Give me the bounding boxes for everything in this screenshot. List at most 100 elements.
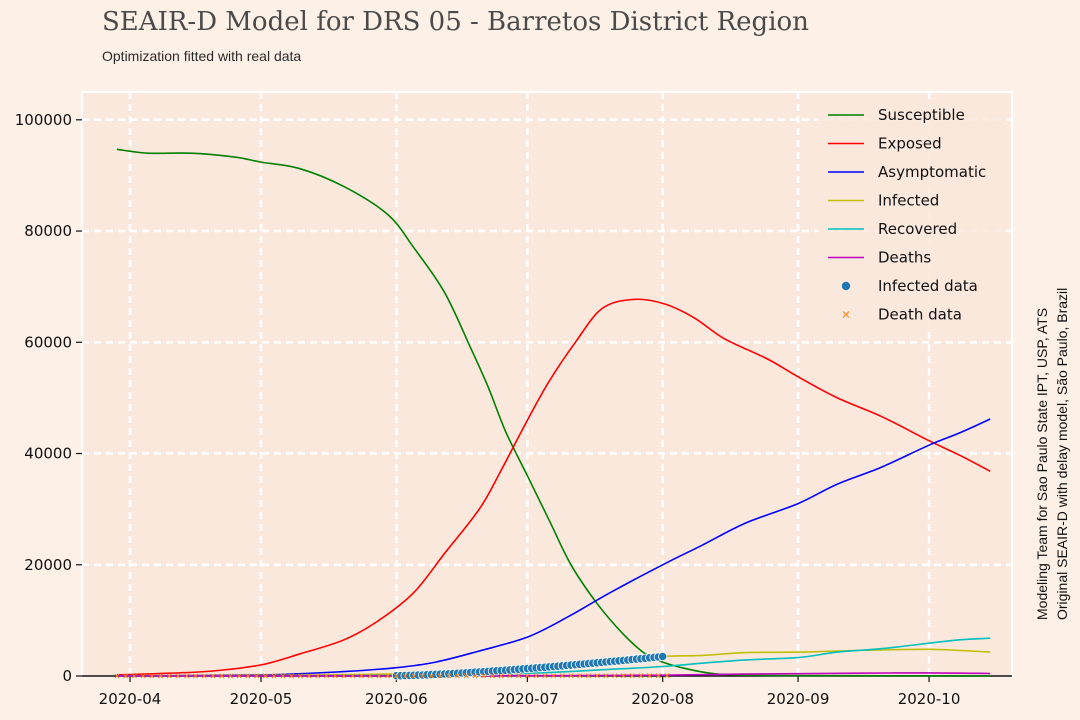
point-infected-data xyxy=(658,651,668,662)
point-death-data xyxy=(114,673,120,679)
point-death-data xyxy=(568,673,574,679)
legend-label: Asymptomatic xyxy=(878,163,986,181)
point-death-data xyxy=(420,673,426,679)
legend-box xyxy=(818,100,1006,330)
series-susceptible xyxy=(116,148,991,677)
point-death-data xyxy=(158,673,164,679)
point-death-data xyxy=(219,673,225,679)
point-death-data xyxy=(620,673,626,679)
series-infected-data xyxy=(391,651,668,681)
point-death-data xyxy=(367,673,373,679)
legend-item-deaths: Deaths xyxy=(828,249,931,267)
legend-item-death-data: Death data xyxy=(842,306,962,324)
point-death-data xyxy=(402,673,408,679)
point-death-data xyxy=(123,673,129,679)
point-death-data xyxy=(612,673,618,679)
point-death-data xyxy=(559,673,565,679)
point-death-data xyxy=(437,673,443,679)
y-tick-label: 100000 xyxy=(15,111,72,129)
point-death-data xyxy=(385,673,391,679)
point-death-data xyxy=(446,673,452,679)
point-death-data xyxy=(193,673,199,679)
point-death-data xyxy=(131,673,137,679)
point-death-data xyxy=(411,673,417,679)
point-death-data xyxy=(594,673,600,679)
point-death-data xyxy=(175,673,181,679)
point-death-data xyxy=(280,673,286,679)
point-death-data xyxy=(315,673,321,679)
legend-label: Recovered xyxy=(878,220,957,238)
chart-title: SEAIR-D Model for DRS 05 - Barretos Dist… xyxy=(102,7,809,37)
legend-swatch xyxy=(842,311,850,318)
legend-item-infected-data: Infected data xyxy=(841,277,978,295)
point-death-data xyxy=(166,673,172,679)
line-asymptomatic xyxy=(116,418,991,677)
point-death-data xyxy=(184,673,190,679)
point-death-data xyxy=(227,673,233,679)
point-death-data xyxy=(254,673,260,679)
legend-item-exposed: Exposed xyxy=(828,135,942,153)
legend-label: Deaths xyxy=(878,249,931,267)
point-death-data xyxy=(664,673,670,679)
point-death-data xyxy=(463,673,469,679)
legend-item-infected: Infected xyxy=(828,192,939,210)
x-tick-label: 2020-07 xyxy=(496,690,559,708)
point-death-data xyxy=(551,673,557,679)
legend-item-susceptible: Susceptible xyxy=(828,106,965,124)
point-death-data xyxy=(472,673,478,679)
point-death-data xyxy=(489,673,495,679)
point-death-data xyxy=(289,673,295,679)
point-death-data xyxy=(428,673,434,679)
point-death-data xyxy=(210,673,216,679)
point-death-data xyxy=(271,673,277,679)
x-tick-label: 2020-06 xyxy=(365,690,428,708)
point-death-data xyxy=(358,673,364,679)
point-death-data xyxy=(341,673,347,679)
legend-label: Infected data xyxy=(878,277,978,295)
point-death-data xyxy=(533,673,539,679)
point-death-data xyxy=(524,673,530,679)
y-tick-label: 20000 xyxy=(24,556,72,574)
legend-label: Death data xyxy=(878,306,962,324)
x-tick-label: 2020-05 xyxy=(230,690,293,708)
x-tick-label: 2020-10 xyxy=(898,690,961,708)
x-tick-label: 2020-08 xyxy=(631,690,694,708)
point-death-data xyxy=(332,673,338,679)
point-death-data xyxy=(516,673,522,679)
point-death-data xyxy=(393,673,399,679)
y-tick-label: 40000 xyxy=(24,445,72,463)
line-exposed xyxy=(116,298,991,676)
point-death-data xyxy=(262,673,268,679)
series-death-data xyxy=(114,673,670,679)
legend: Susceptible Exposed Asymptomatic Infected Re… xyxy=(818,100,1006,330)
legend-swatch xyxy=(841,281,851,291)
point-death-data xyxy=(306,673,312,679)
legend-label: Susceptible xyxy=(878,106,965,124)
point-death-data xyxy=(647,673,653,679)
point-death-data xyxy=(236,673,242,679)
point-death-data xyxy=(376,673,382,679)
point-death-data xyxy=(629,673,635,679)
point-death-data xyxy=(585,673,591,679)
legend-item-recovered: Recovered xyxy=(828,220,957,238)
point-death-data xyxy=(542,673,548,679)
point-death-data xyxy=(577,673,583,679)
x-tick-label: 2020-04 xyxy=(99,690,162,708)
point-death-data xyxy=(655,673,661,679)
y-tick-label: 0 xyxy=(62,667,72,685)
point-death-data xyxy=(454,673,461,679)
side-note-line-2: Original SEAIR-D with delay model, São P… xyxy=(1054,288,1070,620)
y-tick-label: 60000 xyxy=(24,333,72,351)
line-susceptible xyxy=(116,148,991,677)
y-tick-label: 80000 xyxy=(24,222,72,240)
chart-subtitle: Optimization fitted with real data xyxy=(102,48,301,64)
side-note-line-1: Modeling Team for Sao Paulo State IPT, U… xyxy=(1034,308,1050,620)
series-asymptomatic xyxy=(116,418,991,677)
legend-label: Infected xyxy=(878,192,939,210)
point-death-data xyxy=(638,673,644,679)
point-death-data xyxy=(323,673,330,679)
point-death-data xyxy=(140,673,146,679)
point-death-data xyxy=(603,673,609,679)
